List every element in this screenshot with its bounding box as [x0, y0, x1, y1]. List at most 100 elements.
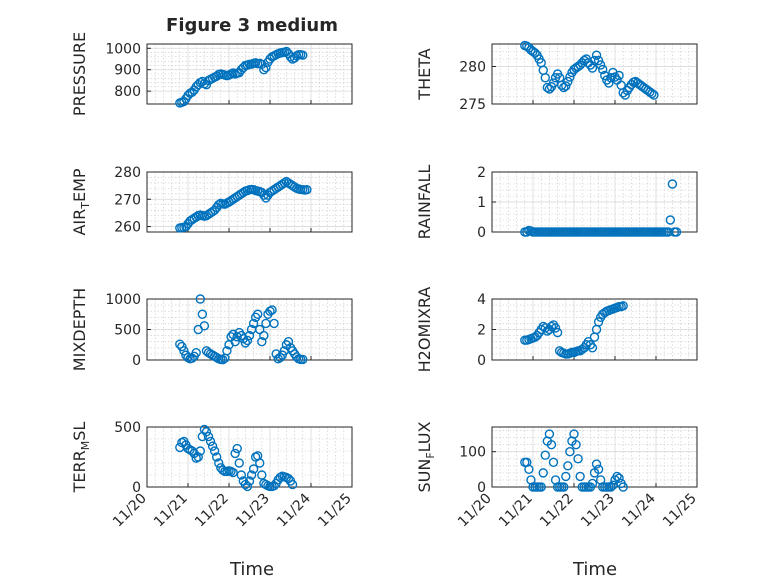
- y-tick-label: 270: [114, 192, 141, 208]
- data-point: [618, 301, 628, 311]
- data-point: [248, 318, 259, 329]
- y-tick-label: 100: [459, 445, 486, 461]
- data-point: [214, 458, 224, 468]
- x-tick-label: 11/23: [578, 491, 618, 531]
- data-point: [298, 50, 308, 60]
- x-axis-label-left: Time: [229, 559, 274, 580]
- x-tick-label: 11/21: [151, 491, 191, 531]
- data-point: [665, 215, 676, 225]
- data-point: [614, 70, 624, 81]
- data-point: [552, 327, 563, 338]
- y-axis-label: TERRMSL: [70, 422, 92, 494]
- data-point: [287, 479, 298, 490]
- data-point: [614, 473, 624, 483]
- data-point: [191, 347, 201, 358]
- data-point: [600, 70, 610, 81]
- data-point: [226, 466, 236, 477]
- data-point: [546, 321, 557, 332]
- y-axis-label: THETA: [415, 48, 434, 100]
- data-point: [203, 431, 214, 442]
- data-point: [191, 453, 201, 463]
- y-tick-label: 0: [132, 353, 141, 369]
- x-tick-label: 11/25: [315, 491, 355, 531]
- data-point: [618, 482, 628, 492]
- data-point: [248, 464, 259, 474]
- data-point: [257, 337, 267, 347]
- data-point: [201, 427, 212, 437]
- data-point: [261, 62, 271, 73]
- y-tick-label: 500: [114, 420, 141, 436]
- y-tick-label: 500: [114, 323, 141, 339]
- data-point: [606, 482, 616, 492]
- data-point: [230, 448, 240, 459]
- data-point: [550, 323, 561, 333]
- data-point: [257, 470, 267, 480]
- data-point: [524, 464, 534, 475]
- y-axis-label: MIXDEPTH: [70, 288, 89, 371]
- data-point: [667, 179, 678, 189]
- subplot-rainfall: 0 1 2 RAINFALL: [415, 165, 698, 241]
- data-point: [242, 335, 253, 346]
- data-point: [589, 55, 600, 66]
- y-axis-label: RAINFALL: [415, 165, 434, 240]
- data-point: [283, 337, 294, 347]
- data-point: [298, 354, 308, 365]
- y-tick-label: 2: [477, 323, 486, 339]
- data-point: [211, 452, 222, 462]
- x-tick-label: 11/20: [455, 491, 495, 531]
- subplot-h2omixra: 0 2 4 H2OMIXRA: [415, 287, 698, 372]
- data-point: [234, 458, 244, 468]
- data-point: [548, 78, 559, 88]
- y-tick-label: 1000: [105, 41, 141, 57]
- data-point: [563, 76, 573, 87]
- x-tick-label: 11/22: [192, 491, 232, 531]
- data-point: [561, 81, 571, 91]
- y-tick-label: 280: [114, 165, 141, 181]
- data-point: [275, 352, 285, 363]
- data-point: [302, 185, 312, 195]
- subplot-terr_msl: 0 500 TERRMSL 11/20 11/21 11/22 11/23 11/24 11/2…: [70, 420, 355, 530]
- data-point: [540, 73, 550, 83]
- x-tick-label: 11/21: [496, 491, 536, 531]
- data-point: [236, 470, 247, 480]
- data-point: [538, 468, 548, 478]
- data-point: [228, 467, 238, 478]
- data-point: [259, 330, 269, 341]
- data-point: [259, 190, 269, 200]
- data-point: [193, 452, 203, 462]
- data-point: [620, 90, 630, 100]
- axes-frame: [146, 171, 353, 233]
- subplot-theta: 275 280 THETA: [415, 40, 698, 113]
- data-point: [548, 457, 559, 467]
- data-point: [279, 178, 290, 188]
- axes-box: [491, 426, 698, 488]
- y-tick-label: 2: [477, 165, 486, 181]
- data-point: [209, 446, 220, 456]
- data-point: [587, 478, 598, 489]
- data-point: [540, 450, 550, 460]
- data-point: [598, 64, 608, 75]
- data-point: [561, 471, 571, 482]
- data-point: [647, 88, 657, 99]
- x-axis-label-right: Time: [572, 559, 617, 580]
- data-point: [571, 439, 581, 450]
- data-point: [544, 429, 555, 439]
- data-point: [195, 294, 206, 304]
- data-point: [199, 424, 210, 435]
- data-point: [536, 482, 546, 492]
- x-tick-label: 11/25: [660, 491, 700, 531]
- data-point: [240, 338, 251, 348]
- y-tick-label: 4: [477, 292, 486, 308]
- data-point: [591, 459, 602, 469]
- data-point: [649, 90, 659, 100]
- x-tick-label: 11/24: [619, 490, 659, 530]
- y-axis-label: PRESSURE: [70, 32, 89, 116]
- data-point: [244, 476, 255, 486]
- data-point: [563, 461, 573, 471]
- data-point: [197, 309, 208, 319]
- data-point: [671, 227, 682, 237]
- y-tick-label: 0: [477, 353, 486, 369]
- data-point: [606, 73, 616, 83]
- data-point: [285, 52, 296, 62]
